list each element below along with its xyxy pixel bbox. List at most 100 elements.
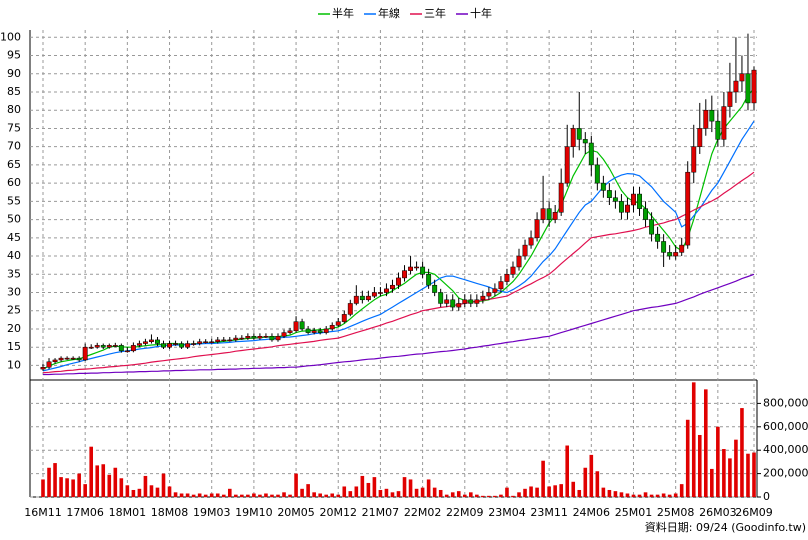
- candle-body: [637, 193, 642, 209]
- candle-body: [631, 193, 636, 206]
- candle-body: [251, 336, 257, 339]
- candle-body: [269, 336, 275, 341]
- volume-bar: [565, 445, 570, 497]
- candle-body: [408, 266, 414, 271]
- volume-bar: [149, 485, 154, 497]
- candle-body: [52, 359, 58, 363]
- volume-bar: [234, 494, 238, 497]
- volume-bar: [553, 485, 557, 497]
- candle-body: [667, 252, 673, 257]
- y-tick-label: 35: [7, 267, 21, 280]
- volume-bar: [752, 452, 756, 497]
- x-tick-label: 23M11: [530, 506, 568, 519]
- volume-bar: [408, 479, 413, 497]
- volume-bar: [722, 449, 726, 497]
- volume-bar: [613, 491, 618, 497]
- candle-body: [486, 292, 492, 297]
- legend-label: 三年: [424, 6, 446, 20]
- candle-body: [721, 106, 727, 140]
- candle-body: [673, 252, 679, 257]
- y-tick-label: 10: [7, 358, 21, 371]
- volume-bar: [215, 493, 220, 497]
- x-tick-label: 20M05: [277, 506, 315, 519]
- volume-tick-label: 800,000: [763, 396, 808, 409]
- volume-bar: [547, 486, 551, 497]
- candle-body: [715, 120, 721, 140]
- candle-body: [167, 343, 172, 348]
- y-tick-label: 30: [7, 286, 21, 299]
- candle-body: [130, 345, 136, 352]
- candle-body: [625, 204, 630, 213]
- volume-bar: [541, 460, 545, 497]
- candle-body: [239, 337, 245, 340]
- candle-body: [450, 299, 456, 308]
- volume-bar: [264, 493, 268, 497]
- candle-body: [516, 255, 522, 268]
- candle-body: [149, 339, 154, 342]
- volume-bar: [71, 479, 75, 497]
- x-tick-label: 22M02: [404, 506, 442, 519]
- volume-bar: [191, 494, 196, 497]
- volume-bar: [65, 478, 69, 497]
- volume-bar: [227, 488, 232, 497]
- candle-body: [492, 288, 498, 293]
- candle-body: [365, 295, 371, 301]
- candle-body: [245, 336, 251, 339]
- volume-bar: [595, 471, 600, 497]
- volume-bar: [161, 473, 166, 497]
- candle-body: [618, 201, 624, 213]
- candle-body: [161, 343, 166, 348]
- volume-bar: [318, 493, 322, 497]
- y-tick-label: 20: [7, 322, 21, 335]
- candle-body: [179, 343, 185, 348]
- candle-body: [522, 244, 528, 257]
- volume-bar: [47, 467, 51, 497]
- volume-bar: [438, 489, 443, 497]
- volume-bar: [294, 473, 298, 497]
- volume-tick-label: 0: [763, 490, 770, 503]
- volume-bar: [559, 484, 563, 497]
- volume-bar: [155, 487, 160, 497]
- candle-body: [118, 345, 124, 352]
- x-tick-label: 20M12: [319, 506, 357, 519]
- volume-bar: [131, 489, 136, 497]
- candle-body: [112, 345, 118, 347]
- candle-body: [600, 182, 606, 191]
- candle-body: [106, 345, 112, 348]
- candle-body: [576, 128, 582, 140]
- volume-bar: [221, 494, 226, 497]
- volume-bar: [710, 468, 714, 497]
- y-tick-label: 15: [7, 340, 21, 353]
- candle-body: [64, 357, 70, 360]
- candle-body: [709, 109, 715, 122]
- y-tick-label: 50: [7, 213, 21, 226]
- candle-body: [402, 270, 407, 279]
- candle-body: [329, 325, 335, 330]
- volume-bar: [649, 494, 654, 497]
- candle-body: [359, 295, 365, 301]
- candle-body: [197, 341, 203, 344]
- candle-body: [215, 339, 221, 342]
- candle-body: [203, 341, 209, 343]
- y-tick-label: 55: [7, 194, 21, 207]
- candle-body: [558, 182, 564, 213]
- volume-bar: [143, 475, 148, 497]
- volume-bar: [583, 467, 588, 497]
- volume-bar: [258, 494, 262, 497]
- volume-bar: [197, 493, 202, 497]
- volume-bar: [402, 477, 407, 497]
- y-tick-label: 80: [7, 103, 21, 116]
- candle-body: [347, 303, 353, 315]
- x-tick-label: 26M09: [735, 506, 773, 519]
- volume-bar: [631, 494, 636, 497]
- volume-bar: [697, 434, 702, 497]
- candle-body: [468, 299, 474, 304]
- volume-bar: [366, 482, 371, 497]
- candle-body: [474, 299, 480, 304]
- x-tick-label: 22M09: [446, 506, 484, 519]
- candle-body: [287, 330, 293, 333]
- candle-body: [209, 341, 215, 343]
- volume-bar: [330, 493, 335, 497]
- volume-bar: [716, 426, 720, 497]
- candle-body: [564, 146, 570, 184]
